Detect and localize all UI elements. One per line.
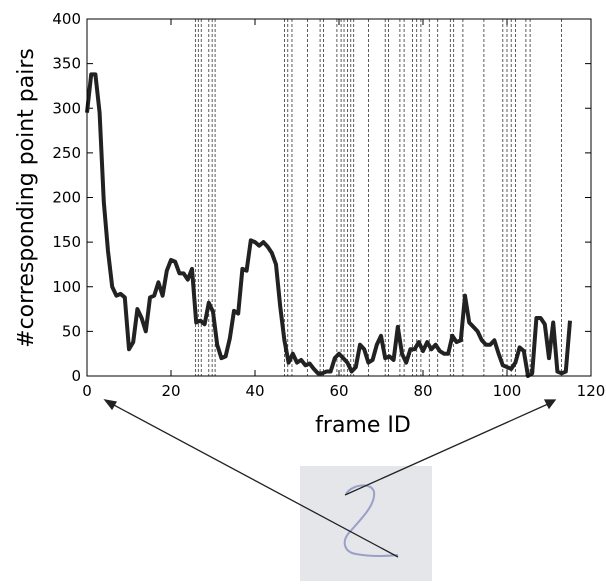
y-tick-label: 50 — [62, 322, 81, 340]
x-tick-label: 100 — [493, 382, 522, 400]
y-tick-label: 350 — [52, 55, 81, 73]
y-tick-label: 100 — [52, 278, 81, 296]
x-tick-label: 80 — [413, 382, 432, 400]
x-tick-label: 120 — [577, 382, 606, 400]
plot-frame — [86, 18, 592, 377]
data-line — [85, 72, 572, 378]
y-tick-label: 300 — [52, 99, 81, 117]
photo — [300, 466, 432, 581]
photo-bg — [300, 466, 432, 581]
arrows — [103, 399, 557, 558]
y-tick-label: 0 — [71, 367, 81, 385]
arrow — [111, 403, 399, 558]
sketch — [343, 484, 399, 557]
y-tick-label: 200 — [52, 189, 81, 207]
arrow — [344, 403, 549, 496]
arrow-head — [103, 399, 118, 411]
y-tick-label: 400 — [52, 10, 81, 28]
x-tick-label: 40 — [245, 382, 264, 400]
arrow-head — [543, 399, 557, 410]
y-tick-label: 250 — [52, 144, 81, 162]
y-tick-label: 150 — [52, 233, 81, 251]
x-tick-label: 0 — [82, 382, 92, 400]
x-axis-label: frame ID — [315, 413, 411, 438]
x-tick-label: 20 — [161, 382, 180, 400]
x-tick-label: 60 — [329, 382, 348, 400]
y-axis-label: #corresponding point pairs — [14, 48, 39, 348]
